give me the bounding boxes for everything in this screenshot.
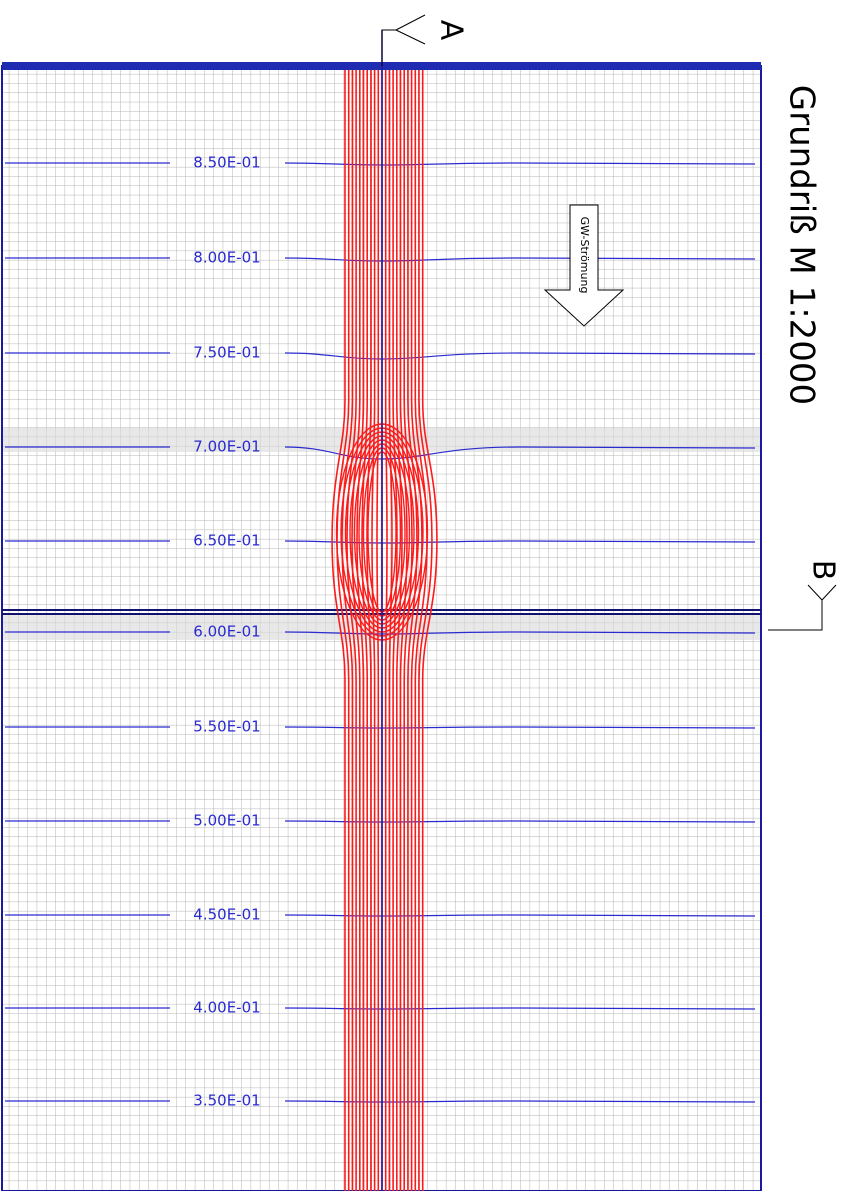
section-b-label: B [806,560,841,581]
flow-label: GW-Strömung [578,217,591,294]
contour-label: 7.00E-01 [193,438,260,456]
contour-label: 8.00E-01 [193,249,260,267]
streamline [396,70,403,1191]
contour-label: 6.50E-01 [193,532,260,550]
contour-line [284,914,756,917]
section-a-label: A [434,20,469,41]
flow-arrow [543,204,625,327]
contour-line [284,726,756,729]
contour-line [284,820,756,823]
contour-line [284,631,756,635]
streamline [371,70,376,1191]
streamline [410,70,423,1191]
streamline [399,70,408,1191]
contour-label: 3.50E-01 [193,1092,260,1110]
contour-label: 5.50E-01 [193,718,260,736]
contour-label: 4.50E-01 [193,906,260,924]
streamline [407,70,418,1191]
streamline [418,70,433,1191]
contour-line [284,162,756,166]
contour-line [284,257,756,262]
streamline [351,70,361,1191]
streamline [341,70,354,1191]
streamline [403,70,413,1191]
streamline [346,70,357,1191]
contour-line [284,352,756,360]
section-b-marker [768,584,837,631]
contour-label: 5.00E-01 [193,812,260,830]
section-a-marker [381,14,426,66]
title: Grundriß M 1:2000 [782,85,822,405]
contour-label: 6.00E-01 [193,623,260,641]
contour-label: 7.50E-01 [193,344,260,362]
contour-line [284,1100,756,1103]
streamline [388,70,393,1191]
contour-label: 8.50E-01 [193,154,260,172]
streamline [331,70,346,1191]
streamline [421,70,438,1191]
streamline [356,70,365,1191]
contours: 8.50E-01 8.00E-01 7.50E-01 7.00E-01 6.50E-01… [5,154,756,1110]
contour-label: 4.00E-01 [193,999,260,1017]
contour-line [284,1007,756,1010]
streamline [361,70,368,1191]
